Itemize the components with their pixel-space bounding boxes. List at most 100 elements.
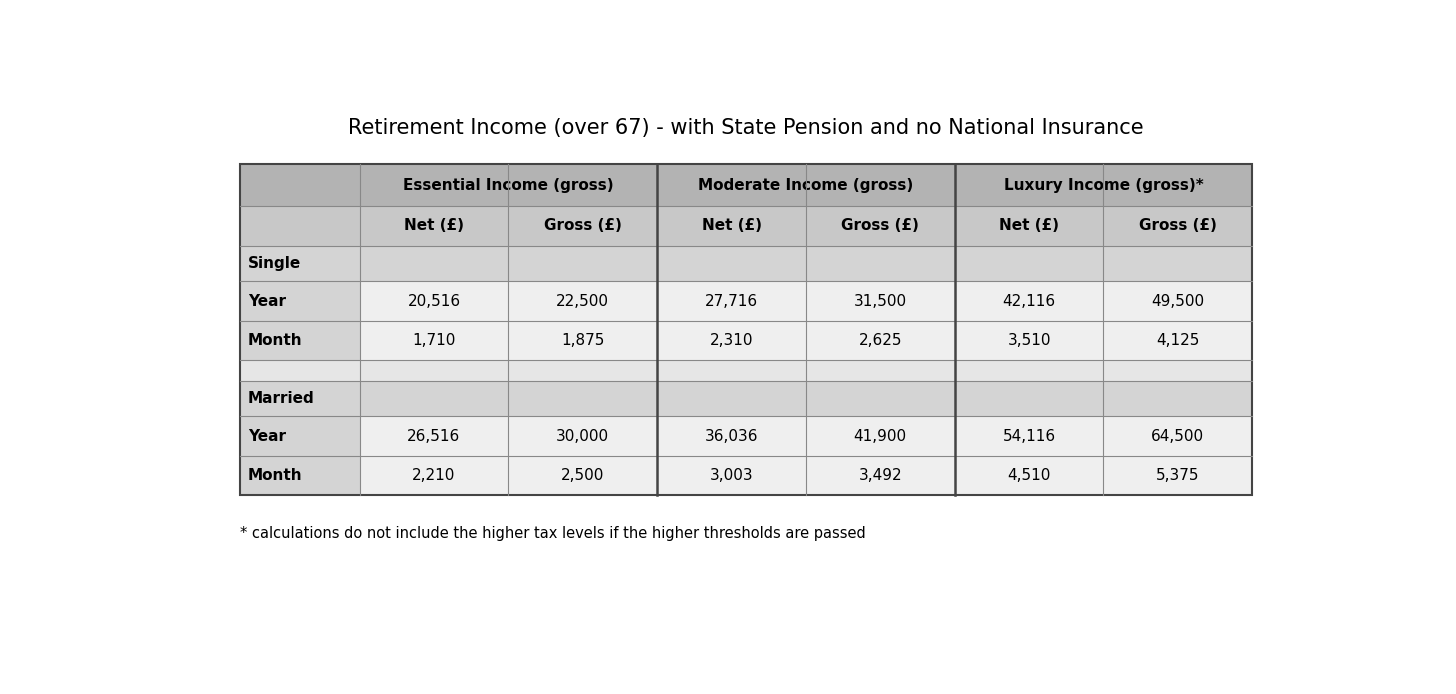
Bar bbox=[240, 360, 360, 381]
Bar bbox=[1104, 321, 1252, 360]
Text: 2,500: 2,500 bbox=[561, 468, 604, 483]
Text: Retirement Income (over 67) - with State Pension and no National Insurance: Retirement Income (over 67) - with State… bbox=[348, 118, 1144, 138]
Bar bbox=[657, 281, 807, 321]
Text: Month: Month bbox=[248, 468, 303, 483]
Text: 31,500: 31,500 bbox=[853, 294, 907, 309]
Bar bbox=[360, 246, 508, 281]
Bar bbox=[1104, 456, 1252, 496]
Bar bbox=[807, 281, 955, 321]
Bar bbox=[807, 321, 955, 360]
Bar bbox=[807, 246, 955, 281]
Bar bbox=[240, 281, 360, 321]
Text: Month: Month bbox=[248, 333, 303, 348]
Bar bbox=[955, 360, 1104, 381]
Bar bbox=[360, 456, 508, 496]
Text: 41,900: 41,900 bbox=[853, 429, 907, 443]
Bar bbox=[508, 321, 657, 360]
Bar bbox=[657, 206, 807, 246]
Bar bbox=[508, 456, 657, 496]
Bar bbox=[240, 164, 1252, 496]
Bar bbox=[360, 281, 508, 321]
Bar bbox=[1104, 416, 1252, 456]
Bar bbox=[240, 164, 360, 206]
Text: Married: Married bbox=[248, 391, 314, 406]
Bar bbox=[807, 360, 955, 381]
Bar bbox=[955, 381, 1104, 416]
Text: 4,510: 4,510 bbox=[1008, 468, 1051, 483]
Text: Year: Year bbox=[248, 294, 285, 309]
Text: * calculations do not include the higher tax levels if the higher thresholds are: * calculations do not include the higher… bbox=[240, 526, 866, 541]
Text: 27,716: 27,716 bbox=[705, 294, 759, 309]
Bar bbox=[657, 246, 807, 281]
Bar bbox=[508, 281, 657, 321]
Bar bbox=[807, 381, 955, 416]
Bar bbox=[1104, 246, 1252, 281]
Text: Moderate Income (gross): Moderate Income (gross) bbox=[699, 178, 913, 193]
Bar bbox=[240, 456, 360, 496]
Text: 30,000: 30,000 bbox=[556, 429, 609, 443]
Bar bbox=[360, 321, 508, 360]
Bar bbox=[657, 360, 807, 381]
Bar bbox=[657, 456, 807, 496]
Bar bbox=[508, 416, 657, 456]
Bar bbox=[360, 164, 657, 206]
Bar bbox=[955, 281, 1104, 321]
Text: 36,036: 36,036 bbox=[705, 429, 759, 443]
Bar bbox=[240, 321, 360, 360]
Bar bbox=[360, 381, 508, 416]
Bar bbox=[240, 206, 360, 246]
Text: 4,125: 4,125 bbox=[1156, 333, 1200, 348]
Bar bbox=[360, 360, 508, 381]
Bar bbox=[1104, 381, 1252, 416]
Text: 49,500: 49,500 bbox=[1152, 294, 1204, 309]
Text: 3,510: 3,510 bbox=[1008, 333, 1051, 348]
Bar bbox=[955, 246, 1104, 281]
Bar bbox=[1104, 206, 1252, 246]
Bar bbox=[657, 164, 955, 206]
Text: Luxury Income (gross)*: Luxury Income (gross)* bbox=[1003, 178, 1203, 193]
Bar bbox=[360, 416, 508, 456]
Bar bbox=[508, 381, 657, 416]
Text: Essential Income (gross): Essential Income (gross) bbox=[403, 178, 613, 193]
Text: 2,625: 2,625 bbox=[859, 333, 903, 348]
Bar bbox=[508, 360, 657, 381]
Bar bbox=[1104, 360, 1252, 381]
Text: 3,003: 3,003 bbox=[709, 468, 753, 483]
Text: 54,116: 54,116 bbox=[1003, 429, 1056, 443]
Text: 2,210: 2,210 bbox=[412, 468, 456, 483]
Bar bbox=[657, 321, 807, 360]
Bar bbox=[657, 381, 807, 416]
Bar bbox=[955, 456, 1104, 496]
Text: 20,516: 20,516 bbox=[408, 294, 460, 309]
Text: 64,500: 64,500 bbox=[1152, 429, 1204, 443]
Bar bbox=[240, 381, 360, 416]
Text: 1,875: 1,875 bbox=[561, 333, 604, 348]
Bar bbox=[240, 246, 360, 281]
Bar bbox=[955, 416, 1104, 456]
Text: 3,492: 3,492 bbox=[859, 468, 903, 483]
Text: Net (£): Net (£) bbox=[403, 219, 464, 233]
Bar bbox=[807, 206, 955, 246]
Bar bbox=[955, 321, 1104, 360]
Bar bbox=[508, 206, 657, 246]
Bar bbox=[508, 246, 657, 281]
Bar bbox=[807, 456, 955, 496]
Bar bbox=[807, 416, 955, 456]
Bar bbox=[657, 416, 807, 456]
Bar bbox=[1104, 281, 1252, 321]
Text: Gross (£): Gross (£) bbox=[543, 219, 622, 233]
Text: Year: Year bbox=[248, 429, 285, 443]
Text: Net (£): Net (£) bbox=[999, 219, 1059, 233]
Text: 22,500: 22,500 bbox=[556, 294, 609, 309]
Bar bbox=[240, 416, 360, 456]
Text: 26,516: 26,516 bbox=[408, 429, 460, 443]
Bar bbox=[955, 164, 1252, 206]
Text: Net (£): Net (£) bbox=[702, 219, 761, 233]
Text: Single: Single bbox=[248, 256, 301, 271]
Bar bbox=[360, 206, 508, 246]
Text: Gross (£): Gross (£) bbox=[842, 219, 919, 233]
Bar bbox=[955, 206, 1104, 246]
Text: Gross (£): Gross (£) bbox=[1139, 219, 1217, 233]
Text: 42,116: 42,116 bbox=[1003, 294, 1056, 309]
Text: 1,710: 1,710 bbox=[412, 333, 456, 348]
